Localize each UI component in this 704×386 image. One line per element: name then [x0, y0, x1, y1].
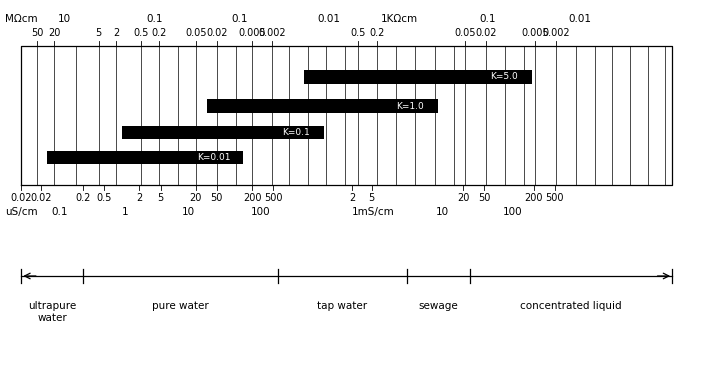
Text: 5: 5: [158, 193, 163, 203]
Text: 0.1: 0.1: [231, 14, 248, 24]
Text: 20: 20: [189, 193, 202, 203]
Text: concentrated liquid: concentrated liquid: [520, 301, 622, 311]
Text: pure water: pure water: [152, 301, 209, 311]
Text: 1: 1: [122, 207, 129, 217]
Text: 2: 2: [137, 193, 142, 203]
Text: 2: 2: [349, 193, 355, 203]
Text: sewage: sewage: [419, 301, 458, 311]
Text: K=0.01: K=0.01: [198, 153, 231, 162]
Text: 0.1: 0.1: [479, 14, 496, 24]
Bar: [304, 70, 532, 84]
Text: 5: 5: [369, 193, 375, 203]
Text: 0.2: 0.2: [75, 193, 91, 203]
Text: K=0.1: K=0.1: [282, 128, 310, 137]
Text: 0.02: 0.02: [475, 28, 496, 38]
Text: 0.5: 0.5: [133, 28, 149, 38]
Text: 0.5: 0.5: [96, 193, 112, 203]
Text: 0.05: 0.05: [454, 28, 475, 38]
Text: 200: 200: [243, 193, 261, 203]
Text: 0.1: 0.1: [51, 207, 68, 217]
Text: 0.01: 0.01: [318, 14, 340, 24]
Text: 500: 500: [264, 193, 282, 203]
Text: uS/cm: uS/cm: [5, 207, 37, 217]
Text: 1KΩcm: 1KΩcm: [381, 14, 417, 24]
Text: ultrapure
water: ultrapure water: [28, 301, 76, 323]
Text: 0.02: 0.02: [11, 193, 32, 203]
Text: 50: 50: [31, 28, 44, 38]
Text: 20: 20: [48, 28, 61, 38]
Text: 1mS/cm: 1mS/cm: [352, 207, 394, 217]
Text: tap water: tap water: [318, 301, 367, 311]
Text: 0.005: 0.005: [521, 28, 549, 38]
Bar: [47, 151, 242, 164]
Text: 0.02: 0.02: [30, 193, 51, 203]
Text: 0.002: 0.002: [542, 28, 570, 38]
Text: 100: 100: [251, 207, 270, 217]
Text: 100: 100: [503, 207, 522, 217]
Bar: [122, 125, 324, 139]
Text: K=1.0: K=1.0: [396, 102, 424, 110]
Text: 5: 5: [96, 28, 101, 38]
Text: 0.05: 0.05: [185, 28, 206, 38]
Text: 50: 50: [478, 193, 491, 203]
Text: 0.01: 0.01: [568, 14, 591, 24]
Text: 10: 10: [182, 207, 195, 217]
Text: 10: 10: [58, 14, 71, 24]
Text: 2: 2: [113, 28, 119, 38]
Text: K=5.0: K=5.0: [490, 73, 518, 81]
Text: 20: 20: [457, 193, 470, 203]
Text: 200: 200: [524, 193, 543, 203]
Text: 0.005: 0.005: [238, 28, 266, 38]
Text: 0.2: 0.2: [369, 28, 384, 38]
Text: MΩcm: MΩcm: [5, 14, 37, 24]
Text: 0.02: 0.02: [206, 28, 227, 38]
Text: 0.1: 0.1: [146, 14, 163, 24]
Text: 0.5: 0.5: [350, 28, 365, 38]
Text: 0.2: 0.2: [151, 28, 167, 38]
Bar: [207, 99, 438, 113]
Text: 0.002: 0.002: [258, 28, 286, 38]
Text: 50: 50: [210, 193, 223, 203]
Text: 500: 500: [546, 193, 564, 203]
Text: 10: 10: [436, 207, 448, 217]
